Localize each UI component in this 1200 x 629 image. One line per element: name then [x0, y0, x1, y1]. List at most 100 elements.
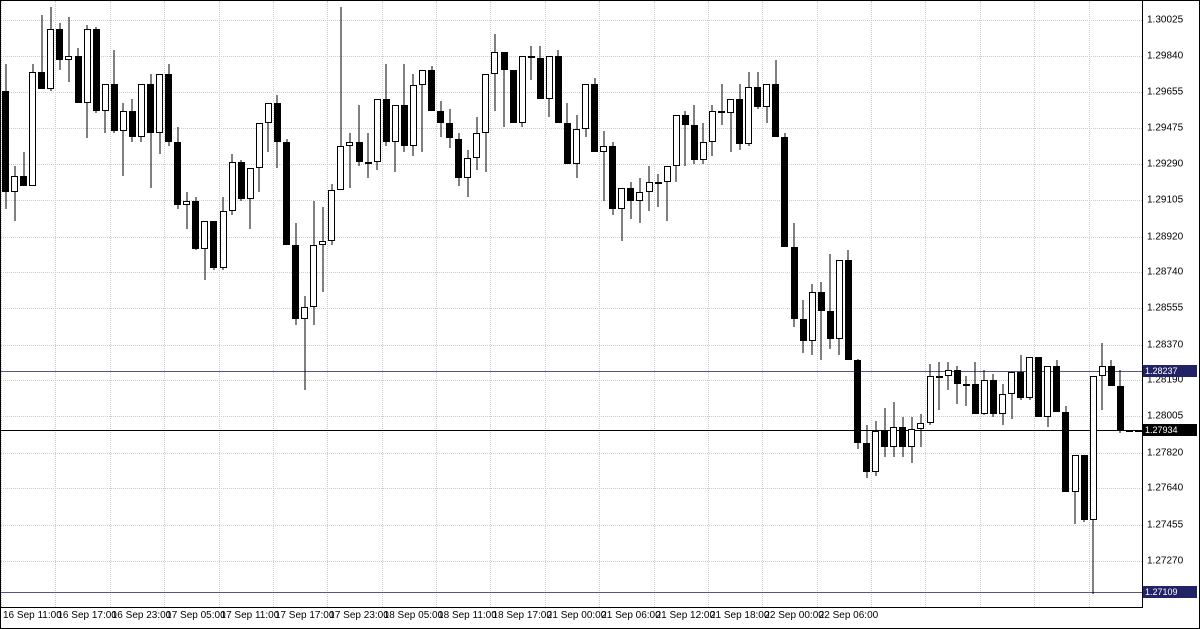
candle	[102, 1, 109, 608]
x-tick-label: 16 Sep 17:00	[57, 610, 117, 621]
candle	[75, 1, 82, 608]
x-tick-label: 21 Sep 06:00	[601, 610, 661, 621]
candle	[691, 1, 698, 608]
candle	[872, 1, 879, 608]
candle	[138, 1, 145, 608]
candle	[301, 1, 308, 608]
x-tick-label: 21 Sep 12:00	[656, 610, 716, 621]
candle	[174, 1, 181, 608]
candle	[183, 1, 190, 608]
x-tick-label: 21 Sep 00:00	[547, 610, 607, 621]
candle	[410, 1, 417, 608]
y-tick-label: 1.28555	[1147, 303, 1183, 314]
candle	[56, 1, 63, 608]
candle	[165, 1, 172, 608]
candle	[1035, 1, 1042, 608]
candle	[845, 1, 852, 608]
candle	[999, 1, 1006, 608]
y-tick-label: 1.29105	[1147, 195, 1183, 206]
candle	[374, 1, 381, 608]
candle	[646, 1, 653, 608]
candle	[383, 1, 390, 608]
candle	[791, 1, 798, 608]
candle	[1017, 1, 1024, 608]
y-tick-label: 1.28740	[1147, 267, 1183, 278]
candle	[664, 1, 671, 608]
candle	[537, 1, 544, 608]
candle	[229, 1, 236, 608]
candle	[564, 1, 571, 608]
candle	[827, 1, 834, 608]
candle	[945, 1, 952, 608]
candle	[1117, 1, 1124, 608]
candle	[210, 1, 217, 608]
candle	[546, 1, 553, 608]
plot-area[interactable]	[1, 1, 1143, 608]
candle	[1044, 1, 1051, 608]
candle	[600, 1, 607, 608]
candle	[65, 1, 72, 608]
candle	[455, 1, 462, 608]
candle	[754, 1, 761, 608]
candle	[337, 1, 344, 608]
y-axis: 1.300251.298401.296551.294751.292901.291…	[1143, 1, 1199, 608]
price-tag: 1.27109	[1143, 586, 1197, 598]
candle	[365, 1, 372, 608]
candle	[1099, 1, 1106, 608]
candle	[627, 1, 634, 608]
candlestick-chart[interactable]: 1.300251.298401.296551.294751.292901.291…	[0, 0, 1200, 629]
candle	[473, 1, 480, 608]
candle	[836, 1, 843, 608]
candle	[20, 1, 27, 608]
candle	[220, 1, 227, 608]
y-tick-label: 1.27820	[1147, 447, 1183, 458]
candle	[111, 1, 118, 608]
candle	[818, 1, 825, 608]
candle	[582, 1, 589, 608]
y-tick-label: 1.30025	[1147, 14, 1183, 25]
candle	[528, 1, 535, 608]
x-tick-label: 18 Sep 17:00	[492, 610, 552, 621]
candle	[881, 1, 888, 608]
candle	[519, 1, 526, 608]
candle	[936, 1, 943, 608]
x-tick-label: 16 Sep 11:00	[3, 610, 62, 621]
y-tick-label: 1.29290	[1147, 159, 1183, 170]
candle	[990, 1, 997, 608]
candle	[772, 1, 779, 608]
candle	[2, 1, 9, 608]
candle	[11, 1, 18, 608]
candle	[854, 1, 861, 608]
candle	[981, 1, 988, 608]
candle	[972, 1, 979, 608]
candle	[555, 1, 562, 608]
candle	[700, 1, 707, 608]
candle	[673, 1, 680, 608]
candle	[809, 1, 816, 608]
candle	[283, 1, 290, 608]
candle	[781, 1, 788, 608]
candle	[1072, 1, 1079, 608]
candle	[573, 1, 580, 608]
candle	[274, 1, 281, 608]
y-tick-label: 1.27455	[1147, 519, 1183, 530]
candle	[201, 1, 208, 608]
candle	[501, 1, 508, 608]
candle	[38, 1, 45, 608]
candle	[156, 1, 163, 608]
candle	[147, 1, 154, 608]
candle	[963, 1, 970, 608]
candle	[899, 1, 906, 608]
candle	[763, 1, 770, 608]
candle	[863, 1, 870, 608]
candle	[392, 1, 399, 608]
candle	[609, 1, 616, 608]
candle	[328, 1, 335, 608]
y-tick-label: 1.28005	[1147, 411, 1183, 422]
candle	[745, 1, 752, 608]
candle	[120, 1, 127, 608]
candle	[1135, 1, 1142, 608]
candle	[1026, 1, 1033, 608]
y-tick-label: 1.27640	[1147, 483, 1183, 494]
x-tick-label: 22 Sep 06:00	[819, 610, 879, 621]
